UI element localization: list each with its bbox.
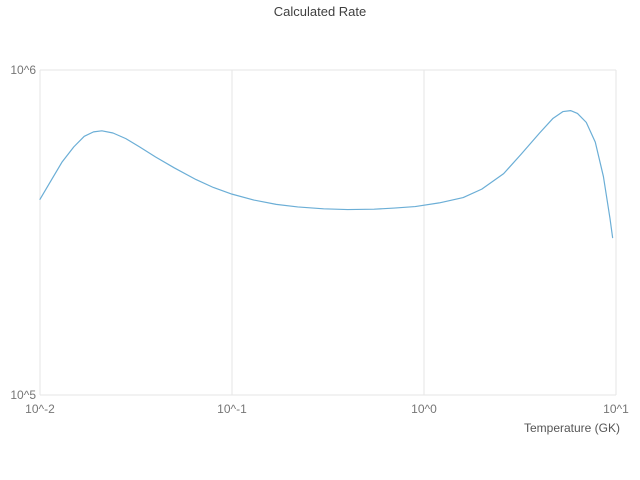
chart-title: Calculated Rate xyxy=(274,4,367,19)
gridlines-group xyxy=(39,69,617,396)
rate-line xyxy=(39,110,614,239)
x-tick-label: 10^-1 xyxy=(217,402,247,416)
x-tick-label: 10^1 xyxy=(603,402,629,416)
x-tick-label: 10^0 xyxy=(411,402,437,416)
y-tick-label: 10^6 xyxy=(10,63,36,77)
x-tick-label: 10^-2 xyxy=(25,402,55,416)
x-axis-label: Temperature (GK) xyxy=(524,421,620,435)
x-tick-labels-group: 10^-2 10^-1 10^0 10^1 xyxy=(25,402,629,416)
y-tick-labels-group: 10^5 10^6 xyxy=(10,63,36,402)
y-tick-label: 10^5 xyxy=(10,388,36,402)
